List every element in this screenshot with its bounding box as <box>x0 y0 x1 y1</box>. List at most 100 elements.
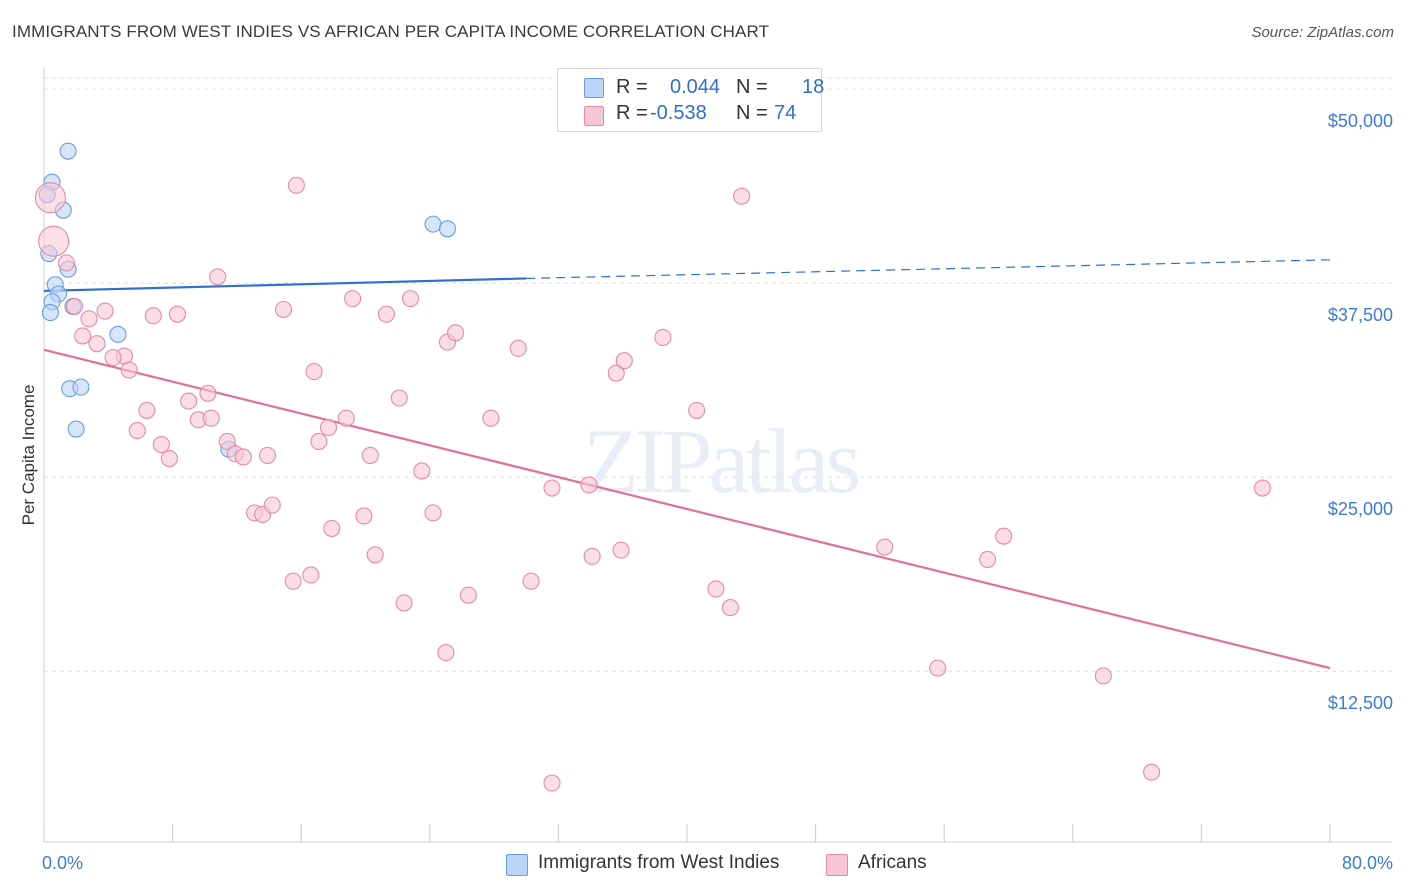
point-africans <box>34 182 66 214</box>
point-africans <box>615 352 633 370</box>
x-tick-label-min: 0.0% <box>42 853 83 873</box>
point-africans <box>583 547 601 565</box>
point-africans <box>543 479 561 497</box>
point-africans <box>401 290 420 308</box>
point-africans <box>482 409 500 427</box>
point-west-indies <box>41 304 59 322</box>
point-africans <box>310 432 328 451</box>
point-africans <box>120 361 138 379</box>
legend-r-value: 0.044 <box>670 76 721 98</box>
trend-line-solid <box>43 348 1331 670</box>
series-name-africans: Africans <box>858 852 927 873</box>
point-africans <box>152 436 170 454</box>
series-name-west-indies: Immigrants from West Indies <box>538 852 780 873</box>
point-africans <box>234 448 252 466</box>
point-west-indies <box>438 220 457 238</box>
point-africans <box>305 363 323 381</box>
point-africans <box>344 290 362 308</box>
y-tick-label: $12,500 <box>1328 693 1393 713</box>
point-africans <box>459 586 477 604</box>
point-africans <box>138 401 156 419</box>
point-africans <box>218 432 236 451</box>
legend-n-value: 74 <box>774 102 797 124</box>
point-africans <box>509 339 527 357</box>
point-africans <box>96 302 114 320</box>
point-africans <box>446 324 465 342</box>
point-africans <box>274 300 293 319</box>
point-africans <box>995 527 1013 545</box>
point-africans <box>104 349 122 367</box>
point-africans <box>1253 479 1272 497</box>
point-africans <box>390 389 408 407</box>
legend-n-label: N = <box>736 102 768 124</box>
point-africans <box>263 496 281 514</box>
y-tick-labels: $12,500 $25,000 $37,500 $50,000 <box>1328 111 1393 713</box>
point-africans <box>607 364 625 382</box>
data-points <box>34 142 1272 792</box>
legend-r-value: -0.538 <box>650 102 707 124</box>
point-africans <box>437 644 455 662</box>
point-africans <box>424 504 442 522</box>
point-africans <box>395 594 413 612</box>
point-africans <box>38 225 70 257</box>
point-africans <box>413 462 431 480</box>
point-africans <box>366 546 384 564</box>
point-west-indies <box>72 378 90 396</box>
series-swatch-pink <box>826 854 848 876</box>
legend-row-africans: R = -0.538 N = 74 <box>558 102 821 130</box>
point-africans <box>612 541 630 559</box>
source-attribution: Source: ZipAtlas.com <box>1251 24 1394 41</box>
point-africans <box>522 572 540 590</box>
trend-line-solid <box>43 277 527 292</box>
point-africans <box>979 550 997 568</box>
point-africans <box>144 307 162 325</box>
series-swatch-blue <box>506 854 528 876</box>
watermark: ZIPatlas <box>583 410 859 512</box>
point-africans <box>65 297 84 315</box>
point-africans <box>929 659 947 677</box>
point-africans <box>80 310 98 328</box>
point-africans <box>733 187 751 205</box>
point-africans <box>168 305 186 323</box>
point-africans <box>284 572 302 590</box>
trend-lines <box>43 259 1331 670</box>
point-africans <box>355 507 373 525</box>
point-africans <box>361 446 379 464</box>
point-africans <box>688 401 706 419</box>
point-africans <box>199 384 217 402</box>
point-africans <box>543 774 561 792</box>
legend-n-label: N = <box>736 76 768 98</box>
y-tick-label: $50,000 <box>1328 111 1393 131</box>
point-west-indies <box>109 325 127 343</box>
point-africans <box>319 418 338 437</box>
x-tick-label-max: 80.0% <box>1342 853 1393 873</box>
point-africans <box>57 254 76 272</box>
point-africans <box>323 519 341 537</box>
point-africans <box>1094 667 1112 685</box>
point-africans <box>209 268 227 286</box>
point-africans <box>337 409 355 427</box>
point-africans <box>258 446 276 464</box>
legend-swatch-blue <box>584 78 604 98</box>
legend-n-value: 18 <box>802 76 825 98</box>
point-west-indies <box>424 215 442 233</box>
correlation-legend: R = 0.044 N = 18 R = -0.538 N = 74 <box>557 68 825 132</box>
point-africans <box>160 449 178 468</box>
legend-row-west-indies: R = 0.044 N = 18 <box>558 74 825 102</box>
point-africans <box>1143 763 1161 781</box>
point-africans <box>377 305 395 323</box>
point-africans <box>302 566 320 584</box>
legend-r-label: R = <box>616 102 648 124</box>
point-africans <box>180 392 198 410</box>
point-africans <box>707 580 725 598</box>
legend-r-label: R = <box>616 76 648 98</box>
point-africans <box>202 409 220 427</box>
point-africans <box>721 599 739 617</box>
y-tick-label: $37,500 <box>1328 305 1393 325</box>
legend-swatch-pink <box>584 106 604 126</box>
point-africans <box>876 538 894 556</box>
point-africans <box>88 335 106 353</box>
chart-title: IMMIGRANTS FROM WEST INDIES VS AFRICAN P… <box>12 22 770 41</box>
point-africans <box>287 176 305 194</box>
